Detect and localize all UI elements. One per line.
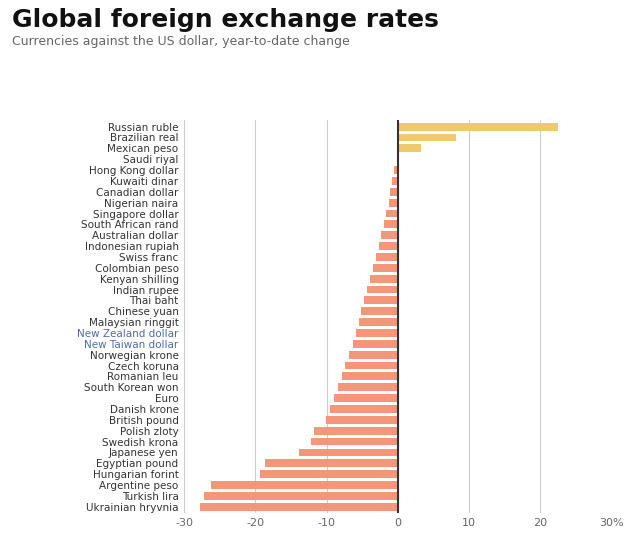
Bar [394,166,398,174]
Bar [384,221,398,228]
Bar [376,253,398,261]
Bar [390,188,398,195]
Bar [361,307,398,315]
Bar [334,394,398,402]
Bar [314,427,398,435]
Bar [353,340,398,348]
Bar [265,459,398,467]
Bar [260,470,398,478]
Bar [330,405,398,413]
Bar [370,275,398,283]
Bar [381,232,398,239]
Bar [200,503,398,511]
Bar [398,145,421,152]
Bar [345,361,398,370]
Bar [326,416,398,424]
Bar [300,448,398,456]
Bar [341,372,398,381]
Bar [356,329,398,337]
Bar [338,383,398,391]
Bar [367,286,398,293]
Bar [398,134,456,141]
Bar [392,177,398,185]
Bar [359,318,398,326]
Bar [386,210,398,217]
Bar [398,123,558,130]
Bar [311,438,398,446]
Bar [364,296,398,304]
Bar [204,492,398,500]
Bar [389,199,398,206]
Bar [211,481,398,489]
Text: Currencies against the US dollar, year-to-date change: Currencies against the US dollar, year-t… [12,35,350,49]
Text: Global foreign exchange rates: Global foreign exchange rates [12,8,439,32]
Bar [379,242,398,250]
Bar [373,264,398,272]
Bar [349,351,398,359]
